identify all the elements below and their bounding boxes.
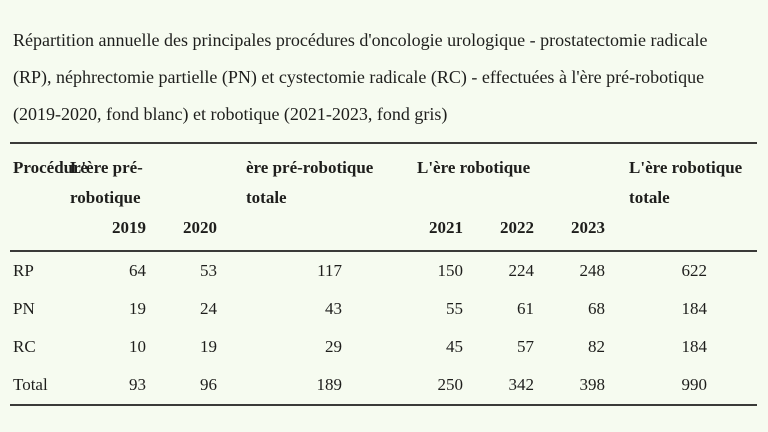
cell-rp-2022: 224 [508,261,535,280]
cell-total-rob-total: 990 [681,375,708,394]
row-label: RC [13,337,36,356]
table-row-total: Total 93 96 189 250 342 398 990 [10,366,757,405]
cell-rc-2020: 19 [200,337,217,356]
cell-total-2021: 250 [437,375,464,394]
cell-total-pre-total: 189 [316,375,343,394]
caption-line: (2019-2020, fond blanc) et robotique (20… [13,104,448,124]
column-header-robotic-total: L'ère robotique totale [609,143,757,213]
caption-line: Répartition annuelle des principales pro… [13,30,708,50]
cell-pn-pre-total: 43 [325,299,342,318]
cell-rp-rob-total: 622 [681,261,708,280]
year-header-2022: 2022 [467,213,538,252]
cell-rp-pre-total: 117 [317,261,342,280]
empty-header-cell [10,213,64,252]
figure-caption: Répartition annuelle des principales pro… [0,0,768,133]
cell-pn-2020: 24 [200,299,217,318]
cell-rp-2020: 53 [200,261,217,280]
table-row-rp: RP 64 53 117 150 224 248 622 [10,251,757,290]
caption-line: (RP), néphrectomie partielle (PN) et cys… [13,67,705,87]
year-header-2023: 2023 [538,213,610,252]
row-label: PN [13,299,35,318]
cell-rc-2023: 82 [588,337,606,356]
column-header-pre-robotic-era: L'ère pré-robotique [64,143,221,213]
cell-pn-rob-total: 184 [681,299,708,318]
cell-total-2022: 342 [508,375,535,394]
empty-header-cell [221,213,417,252]
year-header-2020: 2020 [150,213,221,252]
cell-total-2020: 96 [200,375,217,394]
row-label: RP [13,261,34,280]
cell-total-2019: 93 [129,375,146,394]
procedures-table: Procédure L'ère pré-robotique ère pré-ro… [10,142,758,406]
table-header-years-row: 2019 2020 2021 2022 2023 [10,213,758,252]
cell-rc-pre-total: 29 [325,337,342,356]
column-header-procedure: Procédure [13,158,88,177]
row-label: Total [13,375,48,394]
column-header-robotic-total-label: L'ère robotique totale [629,158,743,207]
table-row-rc: RC 10 19 29 45 57 82 184 [10,328,757,366]
cell-rc-2021: 45 [446,337,463,356]
empty-header-cell [609,213,758,252]
column-header-robotic-era: L'ère robotique [417,158,531,177]
cell-rp-2019: 64 [129,261,146,280]
cell-rp-2023: 248 [579,261,606,280]
cell-pn-2021: 55 [446,299,463,318]
cell-rc-rob-total: 184 [681,337,708,356]
table-row-pn: PN 19 24 43 55 61 68 184 [10,290,757,328]
cell-rc-2019: 10 [129,337,146,356]
cell-pn-2019: 19 [129,299,146,318]
column-header-pre-robotic-era-label: L'ère pré-robotique [70,158,143,207]
column-header-pre-robotic-total: ère pré-robotique totale [221,143,417,213]
year-header-2021: 2021 [417,213,467,252]
cell-rc-2022: 57 [517,337,534,356]
cell-rp-2021: 150 [437,261,464,280]
table-header-group-row: Procédure L'ère pré-robotique ère pré-ro… [10,143,757,213]
cell-total-2023: 398 [579,375,606,394]
cell-pn-2022: 61 [517,299,534,318]
column-header-pre-robotic-total-label: ère pré-robotique totale [246,158,374,207]
cell-pn-2023: 68 [588,299,606,318]
year-header-2019: 2019 [64,213,150,252]
